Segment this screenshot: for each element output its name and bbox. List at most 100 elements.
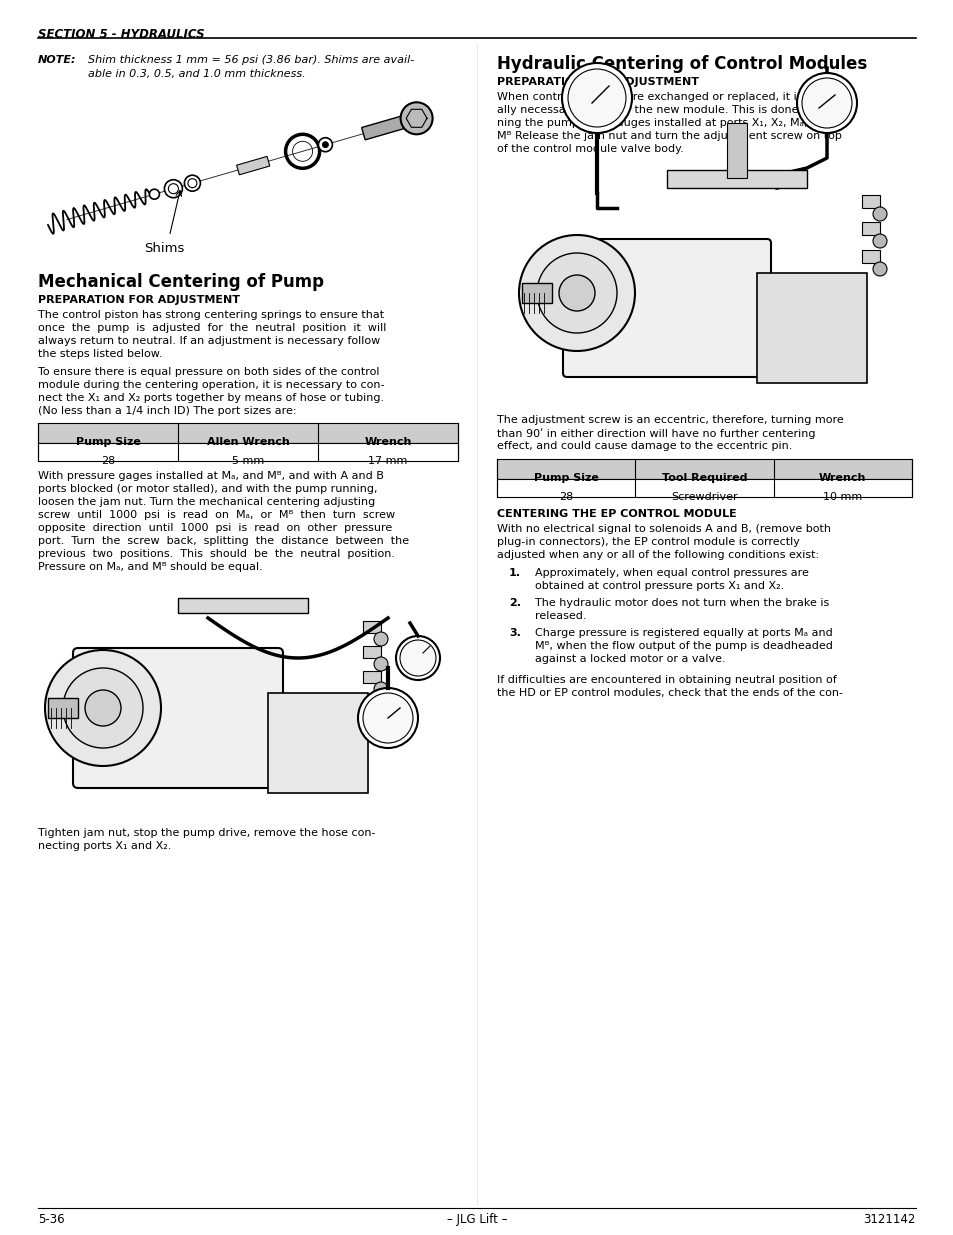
Circle shape [399,640,436,676]
Bar [497,479,911,496]
Bar [363,671,380,683]
Text: The control piston has strong centering springs to ensure that: The control piston has strong centering … [38,310,384,320]
Circle shape [567,69,625,127]
Text: adjusted when any or all of the following conditions exist:: adjusted when any or all of the followin… [497,550,819,559]
Text: port.  Turn  the  screw  back,  splitting  the  distance  between  the: port. Turn the screw back, splitting the… [38,536,409,546]
Polygon shape [361,112,418,140]
Bar [862,222,879,235]
Circle shape [85,690,121,726]
Text: ports blocked (or motor stalled), and with the pump running,: ports blocked (or motor stalled), and wi… [38,484,377,494]
Text: Pressure on Mₐ, and Mᴮ should be equal.: Pressure on Mₐ, and Mᴮ should be equal. [38,562,262,572]
Circle shape [63,668,143,748]
Circle shape [184,175,200,191]
Circle shape [395,636,439,680]
Text: 28: 28 [558,492,573,501]
Text: released.: released. [535,611,586,621]
Circle shape [872,207,886,221]
Circle shape [561,63,631,133]
FancyBboxPatch shape [562,240,770,377]
Text: always return to neutral. If an adjustment is necessary follow: always return to neutral. If an adjustme… [38,336,380,346]
Bar [497,459,911,479]
Text: necting ports X₁ and X₂.: necting ports X₁ and X₂. [38,841,172,851]
Circle shape [363,693,413,743]
Text: NOTE:: NOTE: [38,56,76,65]
Text: Shim thickness 1 mm = 56 psi (3.86 bar). Shims are avail-: Shim thickness 1 mm = 56 psi (3.86 bar).… [88,56,414,65]
Text: Wrench: Wrench [364,437,412,447]
Text: 2.: 2. [509,598,520,608]
Text: Tool Required: Tool Required [661,473,746,483]
Circle shape [518,235,635,351]
Text: CENTERING THE EP CONTROL MODULE: CENTERING THE EP CONTROL MODULE [497,509,736,519]
Text: effect, and could cause damage to the eccentric pin.: effect, and could cause damage to the ec… [497,441,792,451]
Text: Mᴮ Release the jam nut and turn the adjustment screw on top: Mᴮ Release the jam nut and turn the adju… [497,131,841,141]
Text: the steps listed below.: the steps listed below. [38,350,162,359]
Text: To ensure there is equal pressure on both sides of the control: To ensure there is equal pressure on bot… [38,367,379,377]
Text: The adjustment screw is an eccentric, therefore, turning more: The adjustment screw is an eccentric, th… [497,415,842,425]
Text: 3.: 3. [509,629,520,638]
Circle shape [796,73,856,133]
Circle shape [537,253,617,333]
Circle shape [374,657,388,671]
Bar [521,283,552,303]
Circle shape [872,233,886,248]
Text: Charge pressure is registered equally at ports Mₐ and: Charge pressure is registered equally at… [535,629,832,638]
Text: Pump Size: Pump Size [75,437,140,447]
Text: obtained at control pressure ports X₁ and X₂.: obtained at control pressure ports X₁ an… [535,580,783,592]
Circle shape [872,262,886,275]
Text: Shims: Shims [144,242,185,256]
Circle shape [357,688,417,748]
Text: PREPARATION FOR ADJUSTMENT: PREPARATION FOR ADJUSTMENT [497,77,699,86]
Text: 5 mm: 5 mm [232,456,264,466]
Text: once  the  pump  is  adjusted  for  the  neutral  position  it  will: once the pump is adjusted for the neutra… [38,324,386,333]
Bar [726,124,746,178]
Bar [363,646,380,658]
Text: against a locked motor or a valve.: against a locked motor or a valve. [535,655,725,664]
Text: With no electrical signal to solenoids A and B, (remove both: With no electrical signal to solenoids A… [497,524,830,534]
Text: With pressure gages installed at Mₐ, and Mᴮ, and with A and B: With pressure gages installed at Mₐ, and… [38,471,383,480]
Text: previous  two  positions.  This  should  be  the  neutral  position.: previous two positions. This should be t… [38,550,395,559]
Circle shape [150,189,159,199]
Text: 1.: 1. [509,568,520,578]
Bar [862,195,879,207]
Polygon shape [236,157,270,175]
Text: Tighten jam nut, stop the pump drive, remove the hose con-: Tighten jam nut, stop the pump drive, re… [38,827,375,839]
Bar [38,443,457,461]
Text: 3121142: 3121142 [862,1213,915,1226]
Text: PREPARATION FOR ADJUSTMENT: PREPARATION FOR ADJUSTMENT [38,295,240,305]
Text: – JLG Lift –: – JLG Lift – [446,1213,507,1226]
Circle shape [322,142,328,148]
Text: 10 mm: 10 mm [822,492,862,501]
Text: SECTION 5 - HYDRAULICS: SECTION 5 - HYDRAULICS [38,28,204,41]
Text: Mᴮ, when the flow output of the pump is deadheaded: Mᴮ, when the flow output of the pump is … [535,641,832,651]
Bar [178,598,308,613]
Text: opposite  direction  until  1000  psi  is  read  on  other  pressure: opposite direction until 1000 psi is rea… [38,522,392,534]
Bar [862,249,879,263]
Text: Wrench: Wrench [819,473,865,483]
Text: 28: 28 [101,456,115,466]
Text: If difficulties are encountered in obtaining neutral position of: If difficulties are encountered in obtai… [497,676,836,685]
Text: ally necessary to center the new module. This is done by run-: ally necessary to center the new module.… [497,105,841,115]
Text: module during the centering operation, it is necessary to con-: module during the centering operation, i… [38,380,384,390]
Text: When control modules are exchanged or replaced, it is gener-: When control modules are exchanged or re… [497,91,841,103]
Bar [757,273,866,383]
Text: of the control module valve body.: of the control module valve body. [497,144,683,154]
Text: nect the X₁ and X₂ ports together by means of hose or tubing.: nect the X₁ and X₂ ports together by mea… [38,393,384,403]
Bar [666,170,806,188]
Circle shape [164,180,182,198]
Bar [38,424,457,443]
Text: loosen the jam nut. Turn the mechanical centering adjusting: loosen the jam nut. Turn the mechanical … [38,496,375,508]
Text: The hydraulic motor does not turn when the brake is: The hydraulic motor does not turn when t… [535,598,828,608]
Text: screw  until  1000  psi  is  read  on  Mₐ,  or  Mᴮ  then  turn  screw: screw until 1000 psi is read on Mₐ, or M… [38,510,395,520]
Text: the HD or EP control modules, check that the ends of the con-: the HD or EP control modules, check that… [497,688,842,698]
Circle shape [801,78,851,128]
Text: Hydraulic Centering of Control Modules: Hydraulic Centering of Control Modules [497,56,866,73]
Circle shape [169,184,178,194]
Bar [268,693,368,793]
Text: than 90ʹ in either direction will have no further centering: than 90ʹ in either direction will have n… [497,429,815,438]
Circle shape [318,137,332,152]
Circle shape [45,650,161,766]
Bar [48,698,78,718]
Text: (No less than a 1/4 inch ID) The port sizes are:: (No less than a 1/4 inch ID) The port si… [38,406,296,416]
Circle shape [188,179,196,188]
Text: 5-36: 5-36 [38,1213,65,1226]
